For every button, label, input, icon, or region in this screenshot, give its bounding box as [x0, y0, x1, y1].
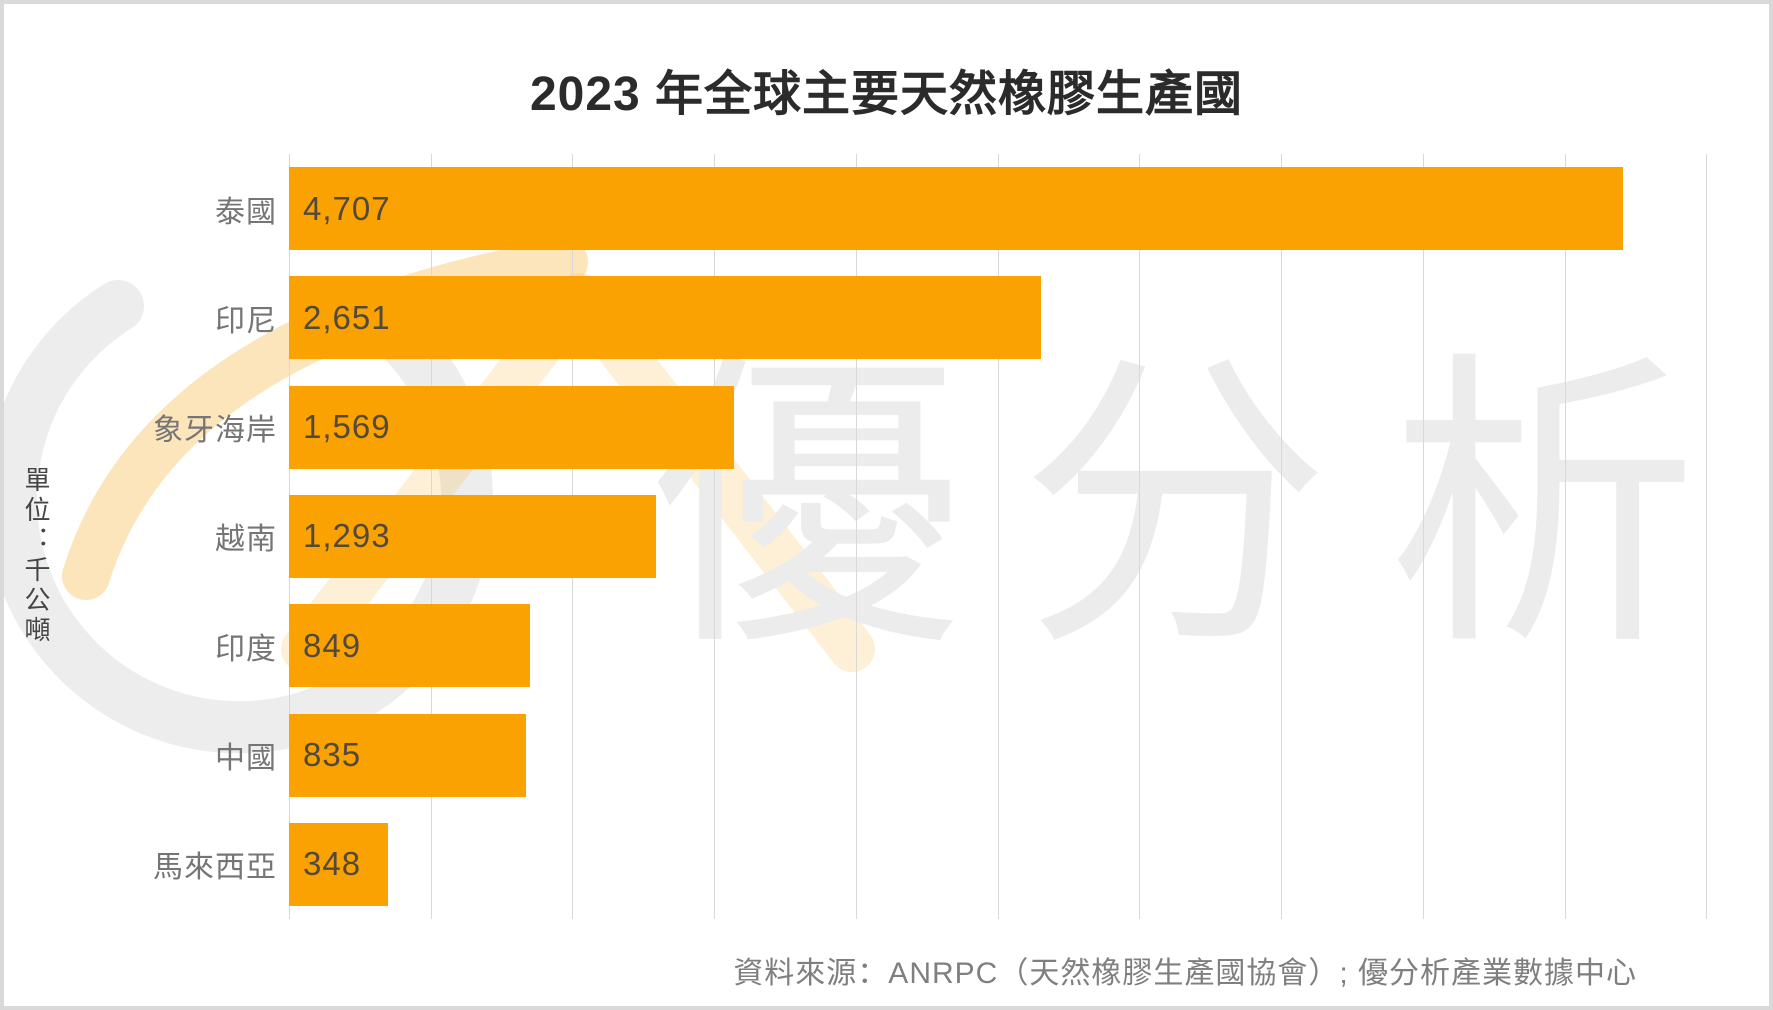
category-label-row: 象牙海岸 — [4, 373, 277, 482]
unit-axis-label: 單位：千公噸 — [21, 466, 51, 646]
source-caption: 資料來源：ANRPC（天然橡膠生產國協會）; 優分析產業數據中心 — [733, 957, 1637, 990]
plot-area: 4,707 2,651 1,569 1,293 849 835 348 — [289, 154, 1749, 919]
gridline-1500 — [714, 154, 716, 919]
gridline-4000 — [1422, 154, 1424, 919]
category-label-column: 泰國印尼象牙海岸越南印度中國馬來西亞 — [4, 154, 277, 919]
bar-value-label: 1,293 — [303, 517, 391, 555]
category-label-泰國: 泰國 — [215, 195, 277, 229]
bar-row-中國: 835 — [289, 700, 1749, 809]
bar-象牙海岸: 1,569 — [289, 385, 734, 469]
category-label-row: 印尼 — [4, 263, 277, 372]
category-label-象牙海岸: 象牙海岸 — [153, 414, 277, 448]
category-label-row: 馬來西亞 — [4, 810, 277, 919]
category-label-印度: 印度 — [215, 632, 277, 666]
bar-泰國: 4,707 — [289, 167, 1624, 251]
chart-title: 2023 年全球主要天然橡膠生產國 — [529, 68, 1244, 121]
category-label-中國: 中國 — [215, 742, 277, 776]
gridline-3000 — [1139, 154, 1141, 919]
bar-row-馬來西亞: 348 — [289, 810, 1749, 919]
bar-row-泰國: 4,707 — [289, 154, 1749, 263]
category-label-row: 印度 — [4, 591, 277, 700]
gridline-2500 — [997, 154, 999, 919]
bar-馬來西亞: 348 — [289, 822, 388, 906]
bar-value-label: 1,569 — [303, 408, 391, 446]
watermark-text: 優分析 — [652, 333, 1756, 680]
gridline-4500 — [1564, 154, 1566, 919]
bar-row-印度: 849 — [289, 591, 1749, 700]
gridline-3500 — [1281, 154, 1283, 919]
category-label-越南: 越南 — [215, 523, 277, 557]
category-label-印尼: 印尼 — [215, 304, 277, 338]
bar-印度: 849 — [289, 604, 530, 688]
category-label-row: 越南 — [4, 482, 277, 591]
bar-row-印尼: 2,651 — [289, 263, 1749, 372]
bar-row-越南: 1,293 — [289, 482, 1749, 591]
bar-value-label: 849 — [303, 626, 362, 664]
category-label-row: 中國 — [4, 700, 277, 809]
bar-中國: 835 — [289, 713, 526, 797]
bar-越南: 1,293 — [289, 494, 656, 578]
bar-value-label: 4,707 — [303, 189, 391, 227]
bar-value-label: 835 — [303, 736, 362, 774]
bar-rows: 4,707 2,651 1,569 1,293 849 835 348 — [289, 154, 1749, 919]
gridline-5000 — [1706, 154, 1708, 919]
bar-value-label: 2,651 — [303, 298, 391, 336]
category-label-馬來西亞: 馬來西亞 — [153, 851, 277, 885]
bar-row-象牙海岸: 1,569 — [289, 373, 1749, 482]
bar-value-label: 348 — [303, 845, 362, 883]
gridline-2000 — [855, 154, 857, 919]
bar-印尼: 2,651 — [289, 276, 1041, 360]
category-label-row: 泰國 — [4, 154, 277, 263]
